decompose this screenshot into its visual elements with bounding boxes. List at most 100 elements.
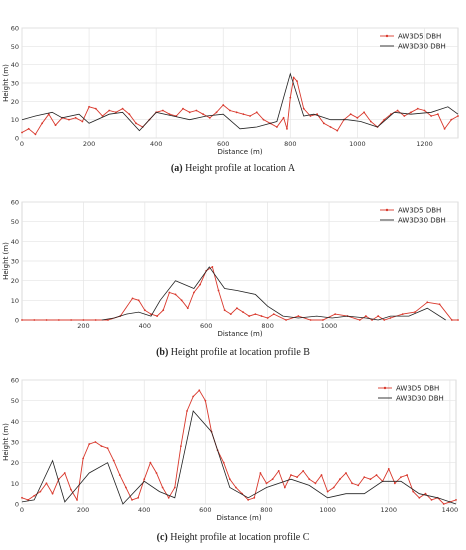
data-point [309,115,312,117]
y-tick-label: 10 [11,297,19,305]
data-point [63,472,66,474]
legend-marker [385,208,389,212]
data-point [363,476,366,479]
data-point [322,122,325,125]
caption-c-text: Height profile at location profile C [167,532,310,543]
data-point [364,315,367,317]
legend-label: AW3D30 DBH [396,395,444,403]
data-point [442,503,445,505]
data-point [143,478,146,481]
data-point [371,319,373,321]
data-point [457,115,459,117]
data-point [426,301,429,304]
data-point [156,315,158,317]
y-tick-label: 20 [11,98,19,106]
data-point [94,441,97,443]
x-axis-label: Distance (m) [217,148,262,156]
x-tick-label: 200 [77,322,89,330]
data-point [188,111,191,114]
data-point [186,410,188,412]
data-point [155,472,158,474]
x-tick-label: 1000 [321,322,338,330]
x-tick-label: 400 [138,506,150,514]
data-point [423,109,426,112]
data-point [430,498,433,501]
data-point [100,445,103,448]
data-point [195,109,198,112]
legend-label: AW3D30 DBH [398,217,446,225]
x-tick-label: 1000 [319,506,336,514]
x-tick-label: 0 [20,140,24,148]
series-line-aw3d5-dbh [21,389,457,505]
y-tick-label: 30 [11,80,19,88]
data-point [229,313,232,315]
data-point [357,484,360,487]
y-axis-label: Height (m) [2,64,10,102]
data-point [248,315,251,317]
y-tick-label: 0 [15,501,19,509]
y-tick-label: 30 [11,439,19,447]
data-point [369,478,372,481]
caption-a-text: Height profile at location A [182,163,296,174]
y-tick-label: 40 [11,61,19,69]
data-point [137,496,140,499]
data-point [396,109,399,112]
data-point [202,113,205,116]
series-line-aw3d5-dbh [21,76,459,135]
data-point [450,319,453,321]
data-point [82,457,85,460]
caption-b: (b) Height profile at location profile B [0,347,466,358]
data-point [45,482,48,485]
y-tick-label: 20 [11,277,19,285]
x-tick-label: 600 [199,506,211,514]
data-point [70,488,72,491]
x-tick-label: 200 [77,506,89,514]
data-point [249,115,251,117]
series-line-aw3d30-dbh [101,266,446,321]
data-point [27,498,30,501]
data-point [215,111,218,114]
y-tick-label: 10 [11,116,19,124]
x-tick-label: 800 [260,506,272,514]
data-point [406,474,408,476]
data-point [356,116,359,119]
data-point [236,307,238,310]
x-tick-label: 1200 [416,140,433,148]
data-point [247,498,250,501]
data-point [76,498,78,501]
data-point [254,313,257,315]
x-tick-label: 200 [83,140,95,148]
data-point [296,476,298,479]
data-point [387,467,390,470]
data-point [180,445,182,448]
chart-panel-a: 0 10 20 30 40 50 60 0 200 400 600 800 1000 1200 Distan… [0,0,466,160]
data-point [369,120,372,123]
data-point [375,474,378,476]
data-point [208,116,211,119]
data-point [167,496,170,499]
caption-a-tag: (a) [170,163,183,174]
data-point [363,111,365,114]
y-tick-label: 60 [11,199,19,207]
data-point [242,113,245,116]
legend-marker [385,34,389,38]
chart-panel-b: 0 10 20 30 40 50 60 200 400 600 800 1000 Distance (m… [0,180,466,340]
data-point [222,461,225,464]
data-point [401,313,404,315]
data-point [286,127,288,130]
data-point [27,127,30,130]
data-point [332,486,335,489]
data-point [326,490,329,493]
caption-b-text: Height profile at location profile B [168,347,310,358]
data-point [162,309,165,312]
data-point [211,266,214,268]
data-point [112,459,115,462]
series-line-aw3d30-dbh [21,410,457,505]
y-tick-label: 40 [11,238,19,246]
legend-label: AW3D5 DBH [398,207,441,215]
y-tick-label: 40 [11,418,19,426]
series-line-aw3d30-dbh [21,72,459,132]
data-point [81,120,84,123]
data-point [393,482,396,485]
x-tick-label: 1200 [380,506,397,514]
